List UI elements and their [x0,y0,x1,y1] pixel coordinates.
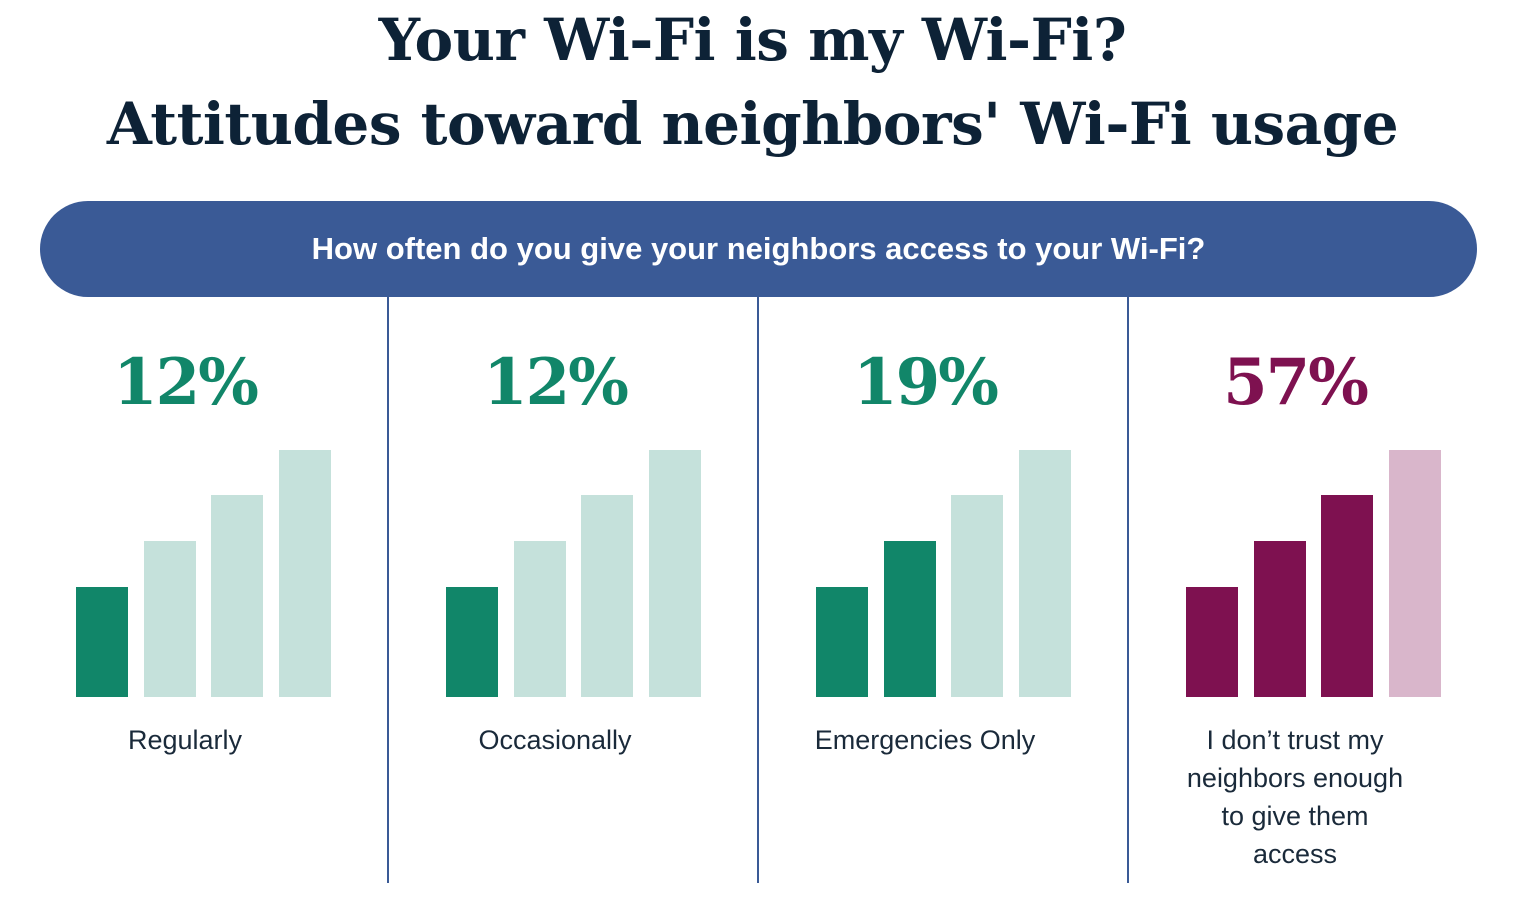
category-label: Occasionally [478,725,632,755]
category-panel: 19% Emergencies Only [740,297,1110,897]
signal-bar-empty [951,495,1003,697]
signal-bar-empty [1019,450,1071,697]
signal-bar-filled [1186,587,1238,697]
panel-divider [757,297,759,883]
panel-divider [1127,297,1129,883]
value-label: 57% [1223,345,1369,420]
category-panel: 12% Occasionally [370,297,740,897]
category-panel: 12% Regularly [0,297,370,897]
signal-bar-empty [1389,450,1441,697]
signal-bars [816,447,1076,697]
signal-bar-empty [279,450,331,697]
signal-bar-filled [1254,541,1306,697]
question-banner: How often do you give your neighbors acc… [40,201,1477,297]
value-label: 12% [483,345,629,420]
chart-title-line2: Attitudes toward neighbors' Wi-Fi usage [106,90,1399,158]
signal-bars [1186,447,1446,697]
panel-divider [387,297,389,883]
category-label: I don’t trust my neighbors enough to giv… [1186,725,1404,869]
value-label: 12% [113,345,259,420]
signal-bar-empty [514,541,566,697]
signal-bar-filled [446,587,498,697]
category-panel: 57% I don’t trust my neighbors enough to … [1110,297,1480,897]
signal-bar-filled [1321,495,1373,697]
signal-bar-empty [144,541,196,697]
signal-bars [446,447,706,697]
signal-bars [76,447,336,697]
value-label: 19% [853,345,999,420]
signal-bar-empty [581,495,633,697]
signal-bar-empty [649,450,701,697]
signal-bar-filled [816,587,868,697]
chart-title-line1: Your Wi-Fi is my Wi-Fi? [378,6,1127,74]
question-text: How often do you give your neighbors acc… [311,231,1206,266]
signal-bar-filled [76,587,128,697]
signal-bar-empty [211,495,263,697]
category-label: Regularly [127,725,243,755]
category-label: Emergencies Only [814,725,1036,755]
signal-bar-filled [884,541,936,697]
